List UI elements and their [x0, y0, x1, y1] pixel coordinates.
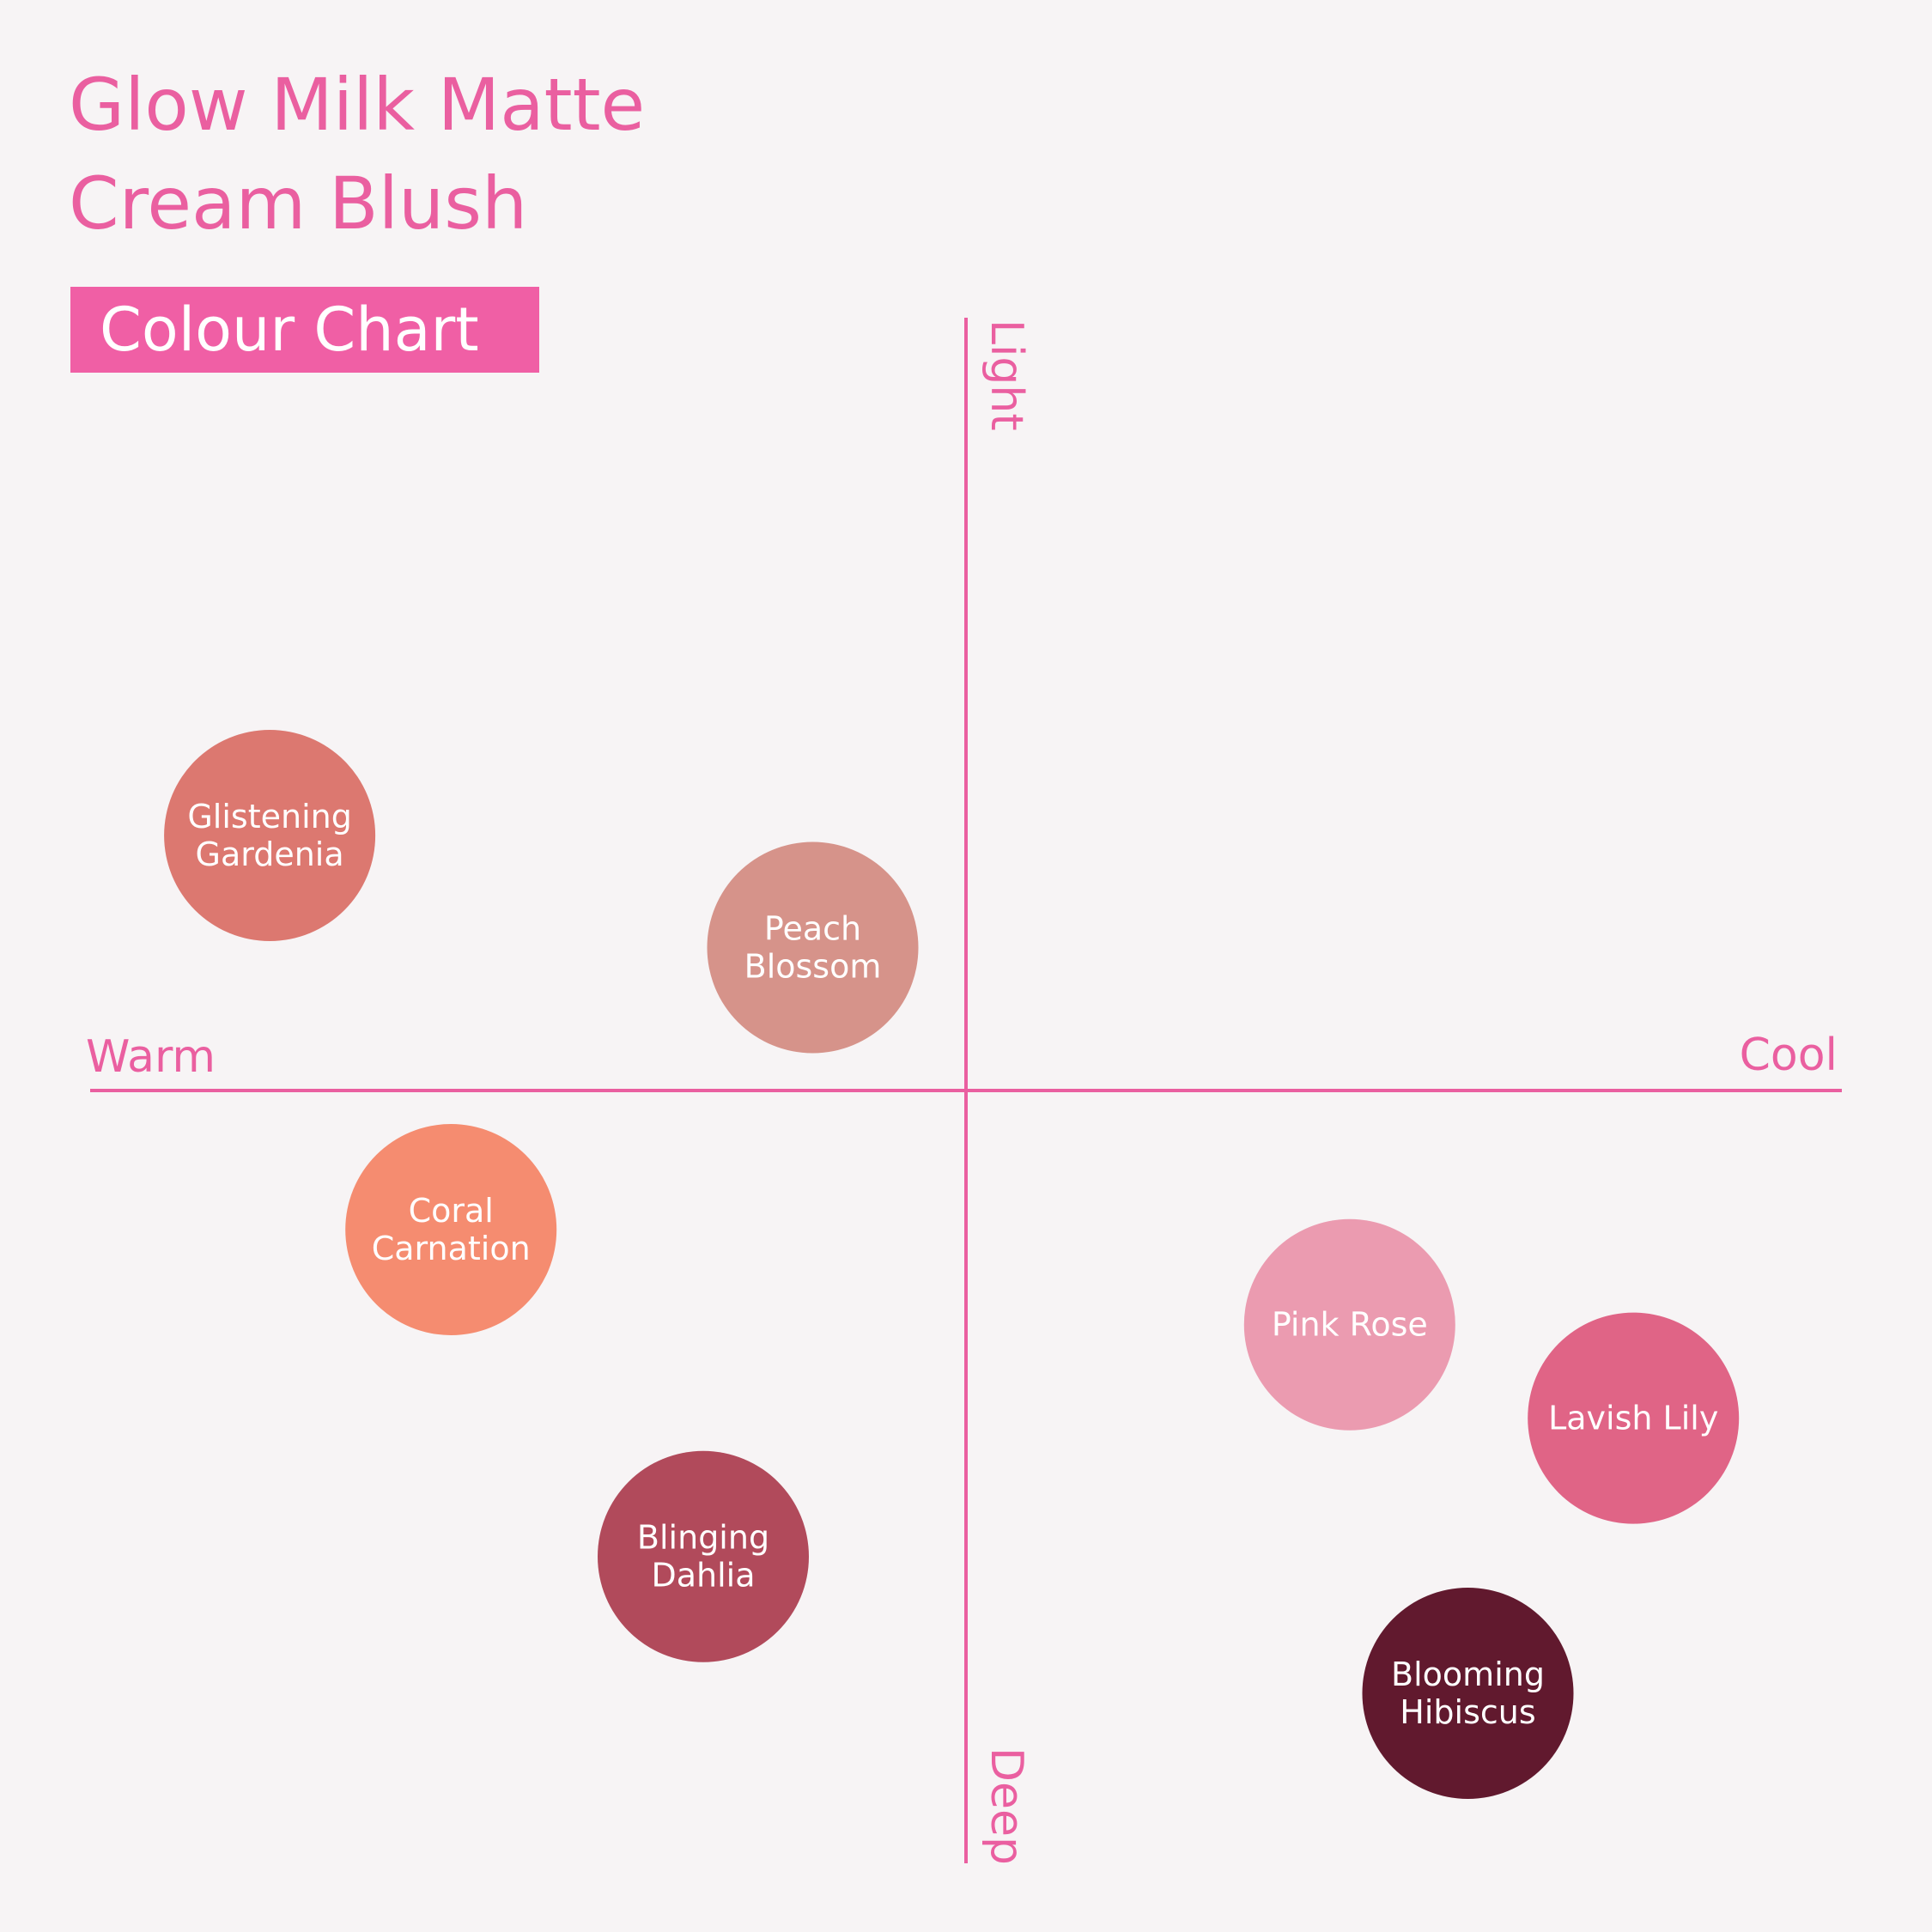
swatch-label-peach-blossom-line-1: Peach	[764, 910, 861, 948]
y-axis-positive-label: Light	[981, 319, 1032, 431]
swatch-circle-glistening-gardenia	[164, 730, 376, 941]
page-title-line-1: Glow Milk Matte	[69, 63, 646, 147]
swatch-label-coral-carnation-line-2: Carnation	[372, 1230, 531, 1267]
swatch-circle-pink-rose	[1243, 1218, 1455, 1431]
subtitle-text: Colour Chart	[100, 295, 479, 365]
swatch-circle-coral-carnation	[345, 1124, 557, 1335]
page-title-line-2: Cream Blush	[69, 161, 528, 246]
subtitle-badge: Colour Chart	[70, 287, 539, 373]
x-axis-positive-label: Cool	[1740, 1030, 1838, 1081]
swatch-pink-rose: Pink Rose	[1243, 1218, 1455, 1431]
swatch-label-lavish-lily-line-1: Lavish Lily	[1548, 1400, 1718, 1437]
swatch-label-blooming-hibiscus-line-2: Hibiscus	[1400, 1693, 1535, 1731]
swatch-circle-blinging-dahlia	[598, 1450, 809, 1662]
swatch-circle-blooming-hibiscus	[1362, 1588, 1574, 1799]
swatch-label-glistening-gardenia-line-1: Glistening	[187, 798, 351, 835]
swatch-circle-peach-blossom	[707, 841, 919, 1054]
swatch-label-glistening-gardenia-line-2: Gardenia	[196, 835, 344, 873]
swatch-label-coral-carnation-line-1: Coral	[409, 1192, 494, 1230]
x-axis-negative-label: Warm	[86, 1031, 216, 1083]
swatch-label-peach-blossom-line-2: Blossom	[744, 948, 882, 986]
swatch-label-blooming-hibiscus-line-1: Blooming	[1391, 1656, 1545, 1693]
swatch-label-blinging-dahlia-line-1: Blinging	[637, 1519, 769, 1557]
swatch-lavish-lily: Lavish Lily	[1528, 1312, 1740, 1524]
swatch-circle-lavish-lily	[1528, 1312, 1740, 1524]
y-axis-negative-label: Deep	[981, 1747, 1032, 1865]
swatch-label-pink-rose-line-1: Pink Rose	[1272, 1306, 1428, 1344]
swatch-label-blinging-dahlia-line-2: Dahlia	[651, 1557, 755, 1595]
